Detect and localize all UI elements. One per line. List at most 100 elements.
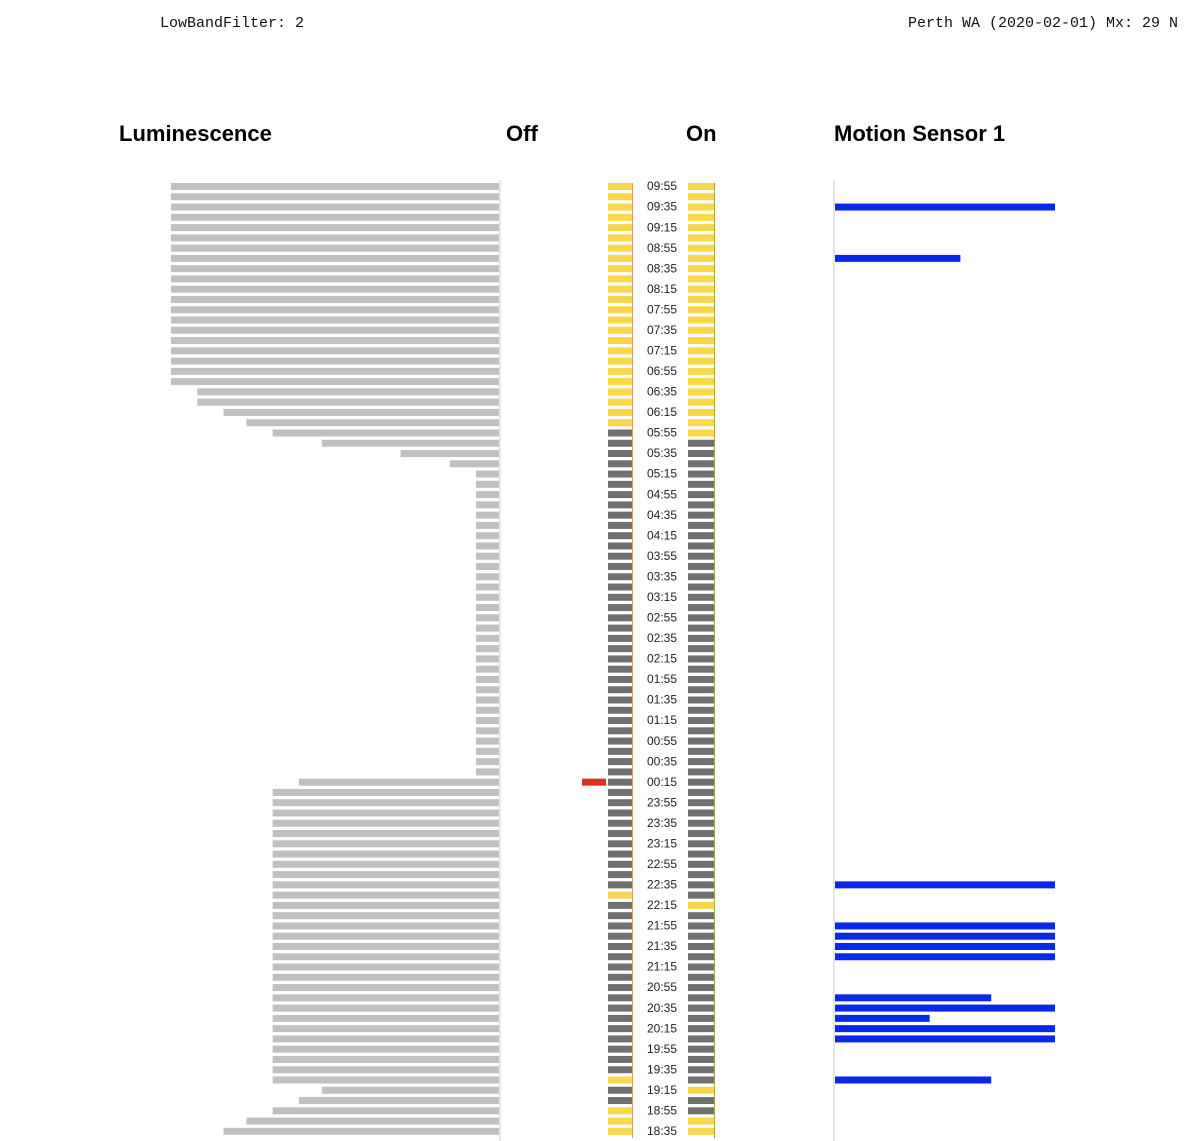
off-cell — [608, 953, 632, 961]
off-cell — [608, 593, 632, 601]
off-cell — [608, 265, 632, 273]
off-cell — [608, 768, 632, 776]
on-cell — [688, 850, 714, 858]
off-cell — [608, 634, 632, 642]
time-label: 03:35 — [647, 569, 677, 583]
off-cell — [608, 491, 632, 499]
luminescence-bar — [476, 501, 499, 509]
on-cell — [688, 429, 714, 437]
luminescence-bar — [272, 860, 499, 868]
off-cell — [608, 737, 632, 745]
luminescence-bar — [171, 203, 499, 211]
off-cell — [608, 932, 632, 940]
on-cell — [688, 727, 714, 735]
luminescence-bar — [171, 224, 499, 232]
off-cell — [608, 337, 632, 345]
on-cell — [688, 450, 714, 458]
location-label: Perth WA (2020-02-01) Mx: 29 N — [908, 15, 1178, 32]
on-cell — [688, 717, 714, 725]
motion-bar — [835, 1076, 992, 1084]
off-cell — [608, 624, 632, 632]
off-alert — [582, 778, 606, 786]
motion-bar — [835, 953, 1055, 961]
off-cell — [608, 295, 632, 303]
time-label: 09:55 — [647, 179, 677, 193]
off-cell — [608, 1086, 632, 1094]
on-cell — [688, 1097, 714, 1105]
motion-bar — [835, 922, 1055, 930]
off-cell — [608, 1097, 632, 1105]
luminescence-bar — [272, 942, 499, 950]
off-cell — [608, 1014, 632, 1022]
time-label: 09:15 — [647, 220, 677, 234]
off-cell — [608, 1076, 632, 1084]
on-cell — [688, 265, 714, 273]
on-cell — [688, 378, 714, 386]
time-label: 02:55 — [647, 611, 677, 625]
on-cell — [688, 491, 714, 499]
luminescence-bar — [476, 686, 499, 694]
time-label: 21:15 — [647, 960, 677, 974]
off-cell — [608, 604, 632, 612]
on-cell — [688, 193, 714, 201]
motion-bar — [835, 254, 961, 262]
on-cell — [688, 306, 714, 314]
off-cell — [608, 254, 632, 262]
luminescence-bar — [171, 193, 499, 201]
time-label: 20:55 — [647, 980, 677, 994]
on-cell — [688, 686, 714, 694]
luminescence-bar — [272, 1035, 499, 1043]
luminescence-bar — [476, 634, 499, 642]
on-cell — [688, 604, 714, 612]
off-cell — [608, 727, 632, 735]
time-label: 01:35 — [647, 693, 677, 707]
time-label: 20:15 — [647, 1021, 677, 1035]
time-label: 21:55 — [647, 919, 677, 933]
time-label: 04:55 — [647, 487, 677, 501]
luminescence-bar — [476, 583, 499, 591]
luminescence-bar — [476, 480, 499, 488]
off-cell — [608, 316, 632, 324]
off-cell — [608, 665, 632, 673]
on-cell — [688, 922, 714, 930]
off-cell — [608, 1045, 632, 1053]
luminescence-bar — [476, 768, 499, 776]
off-cell — [608, 552, 632, 560]
on-cell — [688, 1014, 714, 1022]
on-cell — [688, 1127, 714, 1135]
time-label: 03:55 — [647, 549, 677, 563]
time-label: 00:55 — [647, 734, 677, 748]
time-label: 19:15 — [647, 1083, 677, 1097]
luminescence-bar — [321, 439, 499, 447]
time-label: 07:35 — [647, 323, 677, 337]
off-cell — [608, 973, 632, 981]
time-label: 01:15 — [647, 713, 677, 727]
motion-bar — [835, 203, 1055, 211]
on-cell — [688, 1066, 714, 1074]
luminescence-bar — [272, 840, 499, 848]
off-cell — [608, 655, 632, 663]
on-cell — [688, 213, 714, 221]
luminescence-bar — [272, 984, 499, 992]
off-cell — [608, 881, 632, 889]
luminescence-bar — [476, 747, 499, 755]
off-cell — [608, 532, 632, 540]
luminescence-bar — [272, 963, 499, 971]
off-cell — [608, 717, 632, 725]
luminescence-bar — [272, 922, 499, 930]
luminescence-bar — [476, 717, 499, 725]
luminescence-bar — [272, 881, 499, 889]
on-cell — [688, 285, 714, 293]
on-title: On — [686, 121, 717, 146]
on-cell — [688, 706, 714, 714]
motion-bar — [835, 932, 1055, 940]
on-cell — [688, 562, 714, 570]
time-label: 22:35 — [647, 878, 677, 892]
off-cell — [608, 850, 632, 858]
luminescence-bar — [171, 295, 499, 303]
off-cell — [608, 1055, 632, 1063]
time-label: 02:15 — [647, 652, 677, 666]
luminescence-bar — [171, 357, 499, 365]
on-cell — [688, 316, 714, 324]
